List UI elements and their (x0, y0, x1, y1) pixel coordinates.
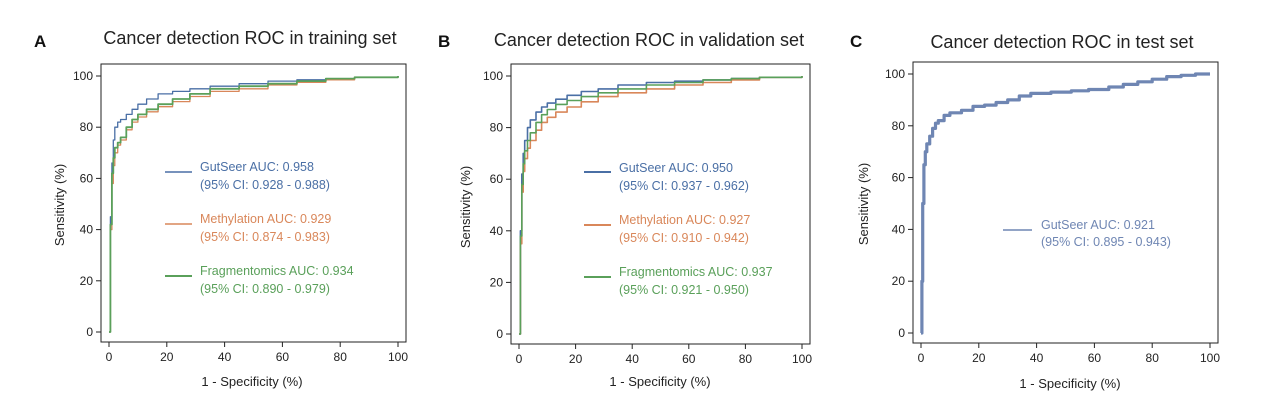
y-tick-label: 40 (490, 224, 504, 238)
x-tick-label: 20 (569, 352, 583, 366)
panel-b-xlabel: 1 - Specificity (%) (609, 374, 710, 389)
y-tick-label: 60 (892, 171, 906, 185)
x-tick-label: 20 (160, 350, 174, 364)
y-tick-label: 0 (86, 325, 93, 339)
y-tick-label: 60 (80, 171, 94, 185)
y-tick-label: 80 (80, 120, 94, 134)
legend-label-gutseer: GutSeer AUC: 0.958 (200, 160, 314, 174)
x-tick-label: 60 (1088, 351, 1102, 365)
x-tick-label: 60 (682, 352, 696, 366)
legend-label-fragmentomics: Fragmentomics AUC: 0.937 (619, 265, 773, 279)
x-tick-label: 80 (334, 350, 348, 364)
x-tick-label: 40 (626, 352, 640, 366)
x-tick-label: 100 (388, 350, 408, 364)
y-tick-label: 100 (73, 69, 93, 83)
y-tick-label: 100 (483, 69, 503, 83)
x-tick-label: 80 (1146, 351, 1160, 365)
panel-a-letter: A (34, 32, 46, 51)
panel-b-ylabel: Sensitivity (%) (458, 166, 473, 248)
legend-ci-gutseer: (95% CI: 0.937 - 0.962) (619, 179, 749, 193)
plot-frame (912, 61, 1219, 344)
panel-b-letter: B (438, 32, 450, 51)
panel-c-letter: C (850, 32, 862, 51)
x-tick-label: 0 (918, 351, 925, 365)
y-tick-label: 20 (892, 274, 906, 288)
x-tick-label: 40 (1030, 351, 1044, 365)
panel-a-axes: 0 20 40 60 80 100 0 20 40 60 80 100 (73, 63, 408, 364)
panel-c: C Cancer detection ROC in test set 1 - S… (850, 32, 1220, 391)
y-tick-label: 40 (80, 223, 94, 237)
panel-a-title: Cancer detection ROC in training set (103, 28, 396, 48)
panel-a-legend: GutSeer AUC: 0.958 (95% CI: 0.928 - 0.98… (165, 160, 354, 296)
panel-c-xlabel: 1 - Specificity (%) (1019, 376, 1120, 391)
panel-c-axes: 0 20 40 60 80 100 0 20 40 60 80 100 (885, 61, 1220, 365)
roc-line-fragmentomics (109, 76, 399, 333)
panel-c-legend: GutSeer AUC: 0.921 (95% CI: 0.895 - 0.94… (1003, 218, 1171, 249)
x-tick-label: 100 (1200, 351, 1220, 365)
panel-b: B Cancer detection ROC in validation set… (438, 30, 812, 389)
panel-b-title: Cancer detection ROC in validation set (494, 30, 804, 50)
legend-ci-methylation: (95% CI: 0.910 - 0.942) (619, 231, 749, 245)
panel-a-xlabel: 1 - Specificity (%) (201, 374, 302, 389)
roc-line-fragmentomics (519, 76, 803, 335)
y-tick-label: 20 (80, 274, 94, 288)
y-tick-label: 0 (898, 326, 905, 340)
legend-ci-fragmentomics: (95% CI: 0.890 - 0.979) (200, 282, 330, 296)
x-tick-label: 0 (106, 350, 113, 364)
legend-ci-gutseer: (95% CI: 0.895 - 0.943) (1041, 235, 1171, 249)
x-tick-label: 100 (792, 352, 812, 366)
legend-label-methylation: Methylation AUC: 0.929 (200, 212, 331, 226)
legend-ci-gutseer: (95% CI: 0.928 - 0.988) (200, 178, 330, 192)
x-tick-label: 0 (516, 352, 523, 366)
legend-label-gutseer: GutSeer AUC: 0.950 (619, 161, 733, 175)
panel-b-legend: GutSeer AUC: 0.950 (95% CI: 0.937 - 0.96… (584, 161, 773, 297)
panel-a-lines (109, 76, 399, 333)
y-tick-label: 40 (892, 222, 906, 236)
plot-frame (100, 63, 407, 343)
panel-b-axes: 0 20 40 60 80 100 0 20 40 60 80 100 (483, 63, 812, 366)
y-tick-label: 20 (490, 275, 504, 289)
y-tick-label: 100 (885, 67, 905, 81)
legend-label-methylation: Methylation AUC: 0.927 (619, 213, 750, 227)
panel-c-ylabel: Sensitivity (%) (856, 163, 871, 245)
roc-line-methylation (519, 76, 803, 335)
legend-label-fragmentomics: Fragmentomics AUC: 0.934 (200, 264, 354, 278)
panel-b-lines (519, 76, 803, 335)
roc-line-gutseer (920, 72, 1210, 335)
plot-frame (510, 63, 811, 345)
y-tick-label: 0 (496, 327, 503, 341)
x-tick-label: 40 (218, 350, 232, 364)
y-tick-label: 60 (490, 172, 504, 186)
x-tick-label: 60 (276, 350, 290, 364)
legend-ci-methylation: (95% CI: 0.874 - 0.983) (200, 230, 330, 244)
panel-c-lines (920, 72, 1210, 335)
legend-label-gutseer: GutSeer AUC: 0.921 (1041, 218, 1155, 232)
y-tick-label: 80 (490, 121, 504, 135)
x-tick-label: 20 (972, 351, 986, 365)
x-tick-label: 80 (739, 352, 753, 366)
legend-ci-fragmentomics: (95% CI: 0.921 - 0.950) (619, 283, 749, 297)
panel-c-title: Cancer detection ROC in test set (930, 32, 1193, 52)
panel-a-ylabel: Sensitivity (%) (52, 164, 67, 246)
panel-a: A Cancer detection ROC in training set 1… (34, 28, 408, 389)
y-tick-label: 80 (892, 119, 906, 133)
